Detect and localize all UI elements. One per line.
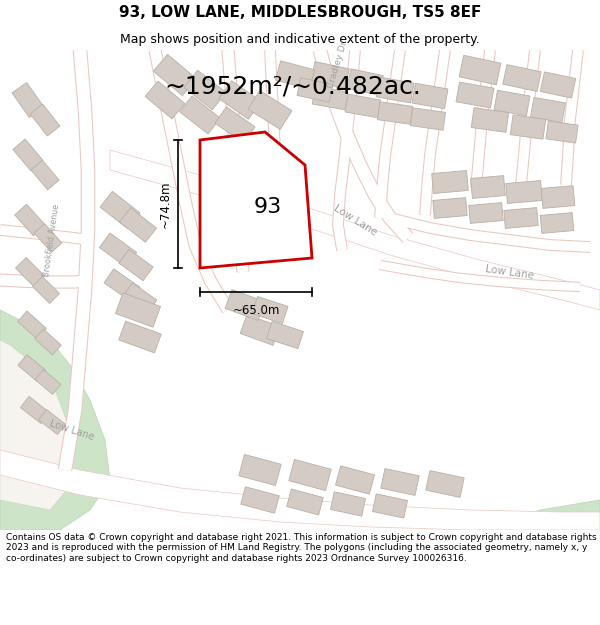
Polygon shape [410,107,446,130]
Polygon shape [200,132,312,268]
Polygon shape [311,62,349,88]
Polygon shape [289,459,331,491]
Polygon shape [239,454,281,486]
Text: ~74.8m: ~74.8m [159,180,172,228]
Polygon shape [540,213,574,233]
Polygon shape [240,314,280,346]
Polygon shape [494,90,530,116]
Polygon shape [540,72,576,98]
Polygon shape [426,471,464,498]
Polygon shape [469,202,503,223]
Polygon shape [215,107,255,143]
Polygon shape [0,450,600,530]
Text: 93: 93 [254,197,282,217]
Polygon shape [503,64,541,91]
Polygon shape [38,409,65,434]
Polygon shape [266,321,304,349]
Polygon shape [35,329,61,355]
Polygon shape [546,121,578,143]
Polygon shape [241,487,279,513]
Polygon shape [35,369,61,394]
Polygon shape [345,94,381,118]
Polygon shape [14,204,46,236]
Text: Low Lane: Low Lane [332,202,379,238]
Polygon shape [504,208,538,228]
Polygon shape [541,186,575,208]
Polygon shape [18,354,46,381]
Polygon shape [145,81,185,119]
Text: ~65.0m: ~65.0m [232,304,280,317]
Polygon shape [225,289,265,321]
Polygon shape [412,83,448,109]
Polygon shape [119,321,161,353]
Polygon shape [115,293,161,327]
Polygon shape [119,208,157,242]
Polygon shape [287,489,323,515]
Polygon shape [0,340,75,510]
Polygon shape [184,70,226,110]
Text: Contains OS data © Crown copyright and database right 2021. This information is : Contains OS data © Crown copyright and d… [6,533,596,562]
Polygon shape [13,139,43,171]
Polygon shape [12,82,44,118]
Polygon shape [377,102,413,124]
Polygon shape [456,82,494,108]
Polygon shape [381,469,419,496]
Polygon shape [470,176,505,198]
Text: Cradley Dr: Cradley Dr [326,41,349,89]
Polygon shape [100,191,140,229]
Polygon shape [100,233,137,267]
Polygon shape [119,249,153,281]
Polygon shape [335,466,374,494]
Text: Brookfield Avenue: Brookfield Avenue [43,203,62,277]
Polygon shape [459,55,501,85]
Polygon shape [431,171,469,194]
Polygon shape [530,98,565,122]
Polygon shape [347,69,383,95]
Polygon shape [506,181,542,204]
Polygon shape [17,311,46,339]
Polygon shape [331,492,365,516]
Polygon shape [104,269,140,301]
Polygon shape [219,81,261,119]
Text: Map shows position and indicative extent of the property.: Map shows position and indicative extent… [120,32,480,46]
Polygon shape [500,500,600,530]
Polygon shape [252,296,288,324]
Polygon shape [31,160,59,190]
Polygon shape [297,78,333,102]
Polygon shape [154,54,197,96]
Polygon shape [275,61,314,89]
Polygon shape [179,96,220,134]
Polygon shape [248,91,292,129]
Polygon shape [16,258,44,286]
Text: 93, LOW LANE, MIDDLESBROUGH, TS5 8EF: 93, LOW LANE, MIDDLESBROUGH, TS5 8EF [119,5,481,20]
Polygon shape [373,494,407,518]
Polygon shape [312,86,348,110]
Text: Low Lane: Low Lane [49,418,95,442]
Text: ~1952m²/~0.482ac.: ~1952m²/~0.482ac. [164,75,421,99]
Polygon shape [510,115,546,139]
Polygon shape [471,107,509,132]
Polygon shape [20,396,50,424]
Polygon shape [110,150,600,310]
Polygon shape [433,198,467,218]
Text: Low Lane: Low Lane [485,264,535,281]
Polygon shape [30,104,60,136]
Polygon shape [123,283,157,313]
Polygon shape [32,277,59,303]
Polygon shape [376,77,414,103]
Polygon shape [0,310,110,530]
Polygon shape [34,224,62,253]
